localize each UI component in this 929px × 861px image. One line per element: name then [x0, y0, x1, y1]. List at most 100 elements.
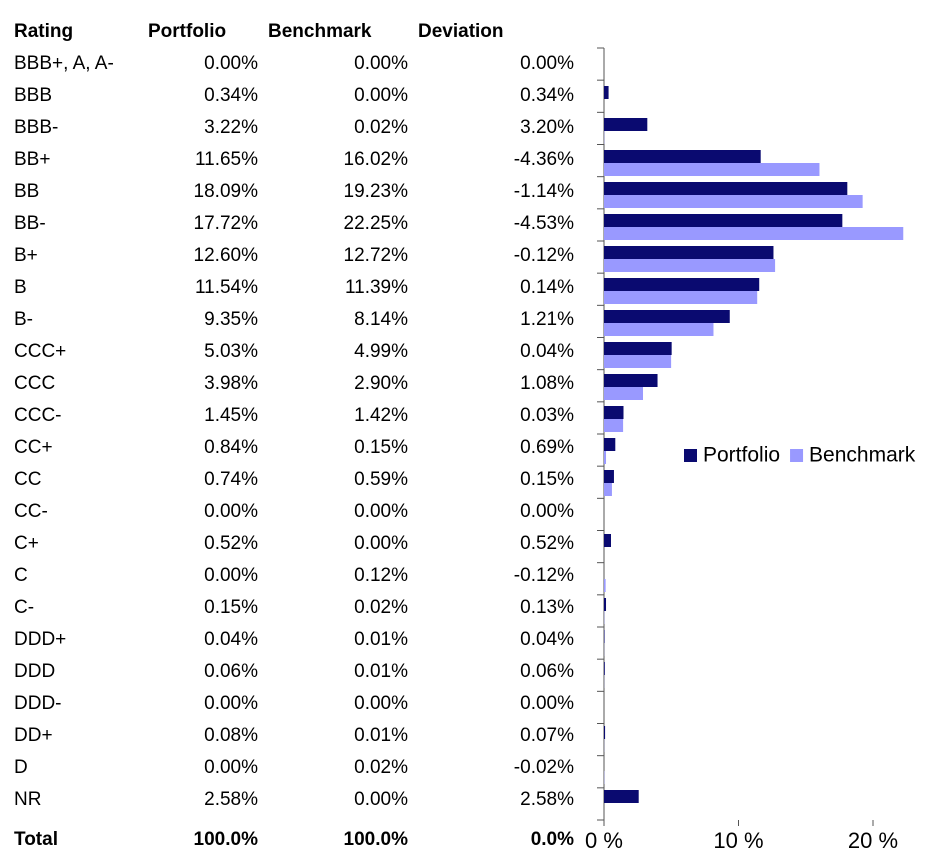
category-label: BB: [14, 181, 39, 202]
deviation-value: 0.00%: [520, 693, 574, 714]
table-value: 22.25%: [344, 213, 409, 234]
table-value: 19.23%: [344, 181, 409, 202]
bar: [604, 534, 611, 547]
deviation-value: 0.07%: [520, 725, 574, 746]
bar: [604, 451, 606, 464]
column-header: Deviation: [418, 21, 504, 42]
deviation-value: 0.06%: [520, 661, 574, 682]
bar: [604, 195, 863, 208]
category-label: B: [14, 277, 27, 298]
bar: [604, 150, 761, 163]
category-label: BBB-: [14, 117, 58, 138]
table-value: 1.42%: [354, 405, 408, 426]
table-value: 12.72%: [344, 245, 409, 266]
deviation-value: 2.58%: [520, 789, 574, 810]
bar: [604, 342, 672, 355]
category-label: C: [14, 565, 28, 586]
category-label: BBB: [14, 85, 52, 106]
table-value: 11.39%: [345, 277, 408, 298]
bar: [604, 726, 605, 739]
table-value: 2.58%: [204, 789, 258, 810]
column-header: Benchmark: [268, 21, 372, 42]
bar: [604, 182, 847, 195]
table-value: 0.00%: [204, 565, 258, 586]
category-label: DDD: [14, 661, 55, 682]
bar: [604, 438, 615, 451]
table-value: 0.00%: [354, 533, 408, 554]
bar: [604, 291, 757, 304]
bar: [604, 323, 713, 336]
bar: [604, 483, 612, 496]
deviation-value: 0.03%: [520, 405, 574, 426]
deviation-value: -4.36%: [514, 149, 574, 170]
total-value: 0.0%: [531, 829, 574, 850]
table-value: 0.02%: [354, 757, 408, 778]
total-value: 100.0%: [194, 829, 259, 850]
bar: [604, 598, 606, 611]
deviation-value: -0.02%: [514, 757, 574, 778]
legend-label: Portfolio: [703, 444, 780, 467]
category-label: DDD+: [14, 629, 66, 650]
x-tick-label: 20 %: [848, 828, 898, 853]
bar: [604, 790, 639, 803]
category-label: CC-: [14, 501, 48, 522]
bar: [604, 86, 609, 99]
table-value: 0.15%: [354, 437, 408, 458]
deviation-value: 0.00%: [520, 501, 574, 522]
table-value: 0.84%: [204, 437, 258, 458]
bar: [604, 310, 730, 323]
deviation-value: 0.14%: [520, 277, 574, 298]
category-label: CCC+: [14, 341, 66, 362]
deviation-value: 0.52%: [520, 533, 574, 554]
category-label: CCC-: [14, 405, 62, 426]
category-label: D: [14, 757, 28, 778]
table-value: 12.60%: [194, 245, 259, 266]
bar: [604, 259, 775, 272]
deviation-value: -4.53%: [514, 213, 574, 234]
legend-label: Benchmark: [809, 444, 916, 467]
table-value: 18.09%: [194, 181, 259, 202]
column-header: Portfolio: [148, 21, 226, 42]
deviation-value: 0.15%: [520, 469, 574, 490]
table-value: 1.45%: [204, 405, 258, 426]
bar: [604, 118, 647, 131]
table-value: 0.01%: [354, 629, 408, 650]
deviation-value: 0.34%: [520, 85, 574, 106]
category-label: C-: [14, 597, 34, 618]
category-label: BB+: [14, 149, 50, 170]
table-value: 0.06%: [204, 661, 258, 682]
deviation-value: -0.12%: [514, 565, 574, 586]
table-value: 3.98%: [204, 373, 258, 394]
table-value: 0.00%: [354, 501, 408, 522]
table-value: 0.15%: [204, 597, 258, 618]
legend-swatch: [684, 449, 697, 462]
table-value: 11.54%: [195, 277, 258, 298]
table-value: 0.52%: [204, 533, 258, 554]
deviation-value: 0.13%: [520, 597, 574, 618]
deviation-value: -0.12%: [514, 245, 574, 266]
bar: [604, 630, 605, 643]
table-value: 0.74%: [204, 469, 258, 490]
table-value: 0.02%: [354, 597, 408, 618]
legend-swatch: [790, 449, 803, 462]
category-label: NR: [14, 789, 41, 810]
table-value: 0.04%: [204, 629, 258, 650]
table-value: 9.35%: [204, 309, 258, 330]
table-value: 0.08%: [204, 725, 258, 746]
table-value: 11.65%: [195, 149, 258, 170]
table-value: 0.34%: [204, 85, 258, 106]
bar: [604, 227, 903, 240]
total-label: Total: [14, 829, 58, 850]
table-value: 0.00%: [354, 693, 408, 714]
table-value: 0.00%: [204, 757, 258, 778]
table-value: 0.59%: [354, 469, 408, 490]
category-label: DD+: [14, 725, 53, 746]
category-label: BBB+, A, A-: [14, 53, 114, 74]
column-header: Rating: [14, 21, 73, 42]
category-label: DDD-: [14, 693, 62, 714]
bar: [604, 374, 658, 387]
table-value: 0.00%: [204, 501, 258, 522]
deviation-value: 0.04%: [520, 341, 574, 362]
table-value: 0.12%: [354, 565, 408, 586]
